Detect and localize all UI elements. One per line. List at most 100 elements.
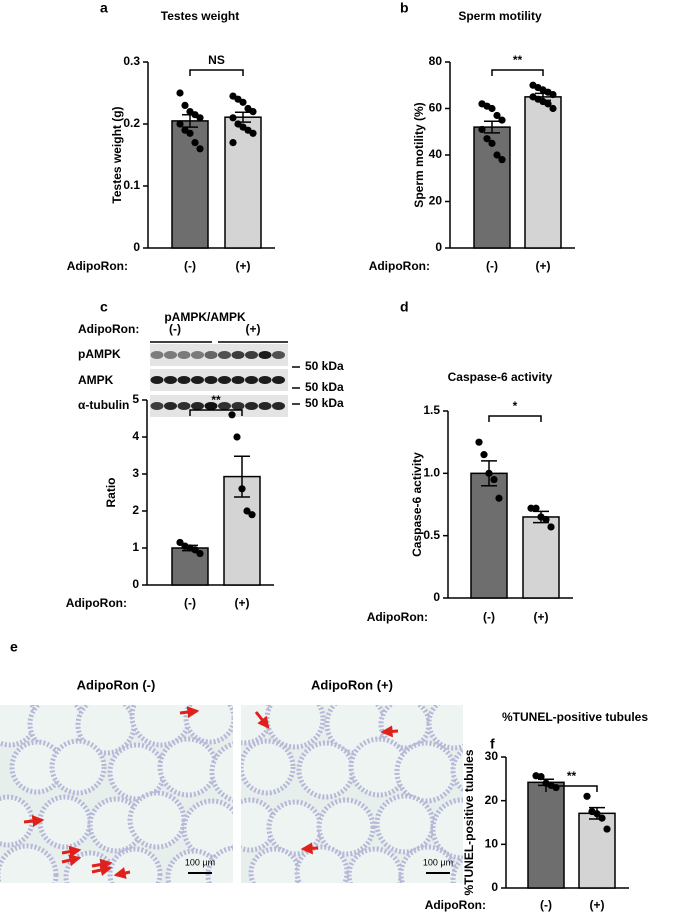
blot-row: pAMPK — [78, 347, 121, 361]
data-point — [248, 511, 256, 519]
tubule — [316, 797, 376, 857]
y-axis-label: Testes weight (g) — [110, 106, 124, 203]
y-tick-label: 20 — [429, 194, 443, 208]
blot-band — [204, 402, 218, 410]
data-point — [493, 111, 501, 120]
x-tick-label: (-) — [483, 610, 495, 624]
x-axis-label: AdipoRon: — [67, 259, 128, 273]
data-point — [243, 507, 251, 515]
blot-band — [191, 351, 204, 359]
arrows — [23, 706, 399, 879]
tubule — [296, 740, 356, 800]
blot-band — [191, 402, 204, 410]
chart-title: Caspase-6 activity — [448, 370, 553, 384]
arrow — [179, 706, 200, 719]
bar — [470, 472, 508, 599]
error-bar — [235, 111, 251, 123]
data-point — [498, 156, 506, 164]
blot-band — [177, 351, 191, 359]
y-tick-label: 4 — [132, 429, 139, 443]
data-point — [544, 100, 552, 108]
y-tick-label: 2 — [132, 503, 139, 517]
blot-band — [150, 351, 164, 359]
data-point — [181, 101, 189, 109]
data-point — [488, 139, 496, 147]
error-bar — [481, 460, 497, 487]
data-point — [228, 411, 236, 419]
bar — [578, 812, 616, 889]
tubule — [127, 790, 187, 850]
error-bar — [484, 120, 500, 134]
blot-band — [272, 376, 285, 384]
significance-label: * — [513, 399, 518, 413]
error-bar — [182, 113, 198, 128]
significance-label: ** — [211, 393, 221, 407]
x-tick-label: (+) — [534, 610, 549, 624]
arrow — [254, 711, 270, 729]
blot-band — [218, 376, 231, 384]
blot-band — [164, 351, 177, 359]
tubule — [49, 738, 107, 796]
data-point — [598, 814, 606, 822]
data-point — [191, 139, 199, 147]
blot-image — [150, 344, 288, 417]
blot-band — [218, 402, 231, 410]
arrow — [23, 815, 45, 828]
tubule — [205, 845, 233, 883]
data-point — [495, 494, 503, 502]
tubule — [294, 844, 350, 883]
tubule — [450, 747, 463, 793]
tubule — [346, 846, 404, 883]
chart-title: %TUNEL-positive tubules — [502, 710, 648, 724]
data-point — [493, 151, 501, 159]
panel-letter: d — [400, 299, 409, 315]
data-point — [603, 825, 611, 833]
x-tick-label: (+) — [536, 259, 551, 273]
data-point — [186, 129, 194, 137]
blot-band — [150, 402, 164, 410]
y-tick-label: 0.2 — [123, 116, 140, 130]
y-tick-label: 0.1 — [123, 178, 140, 192]
bar — [527, 781, 565, 889]
arrow — [380, 725, 399, 738]
data-point — [490, 475, 498, 484]
blot-band — [231, 351, 245, 359]
blot-band — [177, 402, 191, 410]
data-point — [527, 504, 535, 512]
chart-title: Testes weight — [161, 9, 239, 23]
y-tick-label: 0 — [435, 240, 442, 254]
scale-bar-label: 100 μm — [423, 857, 453, 867]
blot-band — [231, 376, 245, 384]
x-tick-label: (+) — [590, 898, 605, 912]
data-point — [249, 108, 257, 116]
y-axis-label: Caspase-6 activity — [410, 452, 424, 557]
tubule — [183, 705, 233, 745]
y-tick-label: 40 — [429, 147, 443, 161]
y-tick-label: 1.5 — [423, 403, 440, 417]
data-point — [478, 125, 486, 134]
blot-header: AdipoRon: — [78, 322, 139, 336]
panel-letter: c — [100, 299, 108, 315]
error-bar — [589, 806, 605, 820]
arrow — [61, 845, 82, 858]
data-point — [537, 773, 545, 781]
arrow — [91, 858, 113, 871]
data-point — [583, 792, 591, 800]
blot-row: AMPK — [78, 373, 114, 387]
y-tick-label: 30 — [485, 749, 499, 763]
micrograph — [0, 705, 233, 883]
data-point — [233, 433, 241, 441]
tubule — [248, 846, 302, 883]
data-point — [196, 114, 204, 122]
y-tick-label: 5 — [132, 392, 139, 406]
data-point — [549, 104, 557, 113]
data-point — [176, 120, 184, 128]
blot-band — [177, 376, 191, 384]
y-axis-label: %TUNEL-positive tubules — [462, 749, 476, 895]
data-point — [480, 451, 488, 459]
image-title: AdipoRon (-) — [77, 677, 156, 692]
y-tick-label: 20 — [485, 793, 499, 807]
data-point — [542, 515, 550, 524]
y-tick-label: 10 — [485, 837, 499, 851]
